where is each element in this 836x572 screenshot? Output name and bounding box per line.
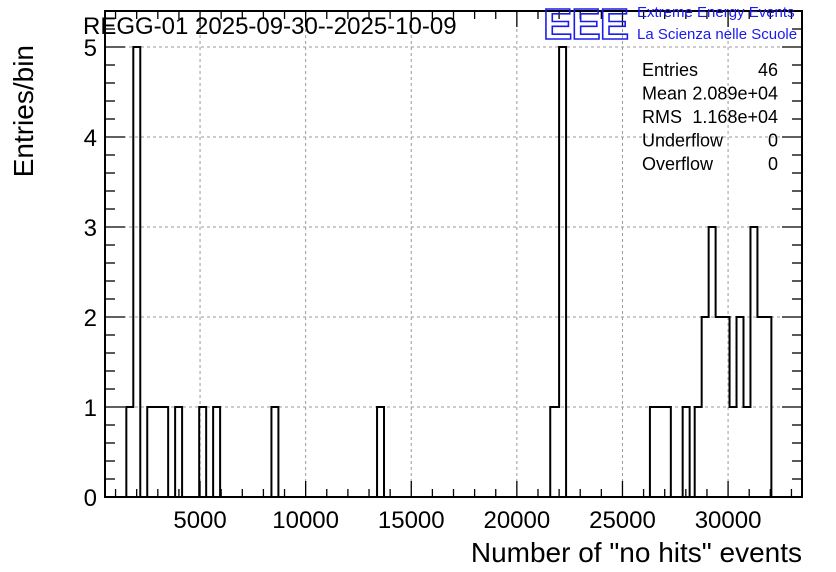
stats-label: Underflow [642,131,724,151]
y-tick-label: 1 [84,395,97,422]
x-tick-label: 10000 [272,507,339,534]
eee-logo: EEE Extreme Energy Events La Scienza nel… [542,0,797,50]
stats-value: 1.168e+04 [692,107,778,127]
stats-label: Mean [642,84,687,104]
x-tick-label: 15000 [378,507,445,534]
y-tick-label: 0 [84,485,97,512]
x-tick-label: 25000 [589,507,656,534]
eee-logo-line1: Extreme Energy Events [637,4,795,21]
axis-ticks [105,10,802,498]
stats-label: RMS [642,107,682,127]
grid-lines [105,11,802,497]
y-tick-label: 4 [84,125,97,152]
y-tick-label: 2 [84,305,97,332]
eee-logo-mark: EEE [543,0,628,49]
stats-value: 46 [758,60,778,80]
y-tick-label: 5 [84,35,97,62]
stats-label: Overflow [642,154,714,174]
x-tick-label: 20000 [483,507,550,534]
stats-label: Entries [642,60,698,80]
stats-value: 2.089e+04 [692,84,778,104]
stats-value: 0 [768,154,778,174]
y-tick-label: 3 [84,215,97,242]
stats-value: 0 [768,131,778,151]
x-tick-label: 30000 [695,507,762,534]
eee-logo-line2: La Scienza nelle Scuole [637,26,797,43]
x-axis-label: Number of "no hits" events [471,537,802,568]
x-tick-label: 5000 [173,507,226,534]
axis-tick-labels: 5000 10000 15000 20000 25000 30000 0 1 2 3 4 5 [84,35,762,534]
chart-title: REGG-01 2025-09-30--2025-10-09 [83,13,457,40]
y-axis-label: Entries/bin [8,45,39,177]
stats-box: Entries 46 Mean 2.089e+04 RMS 1.168e+04 Underf… [642,60,778,174]
